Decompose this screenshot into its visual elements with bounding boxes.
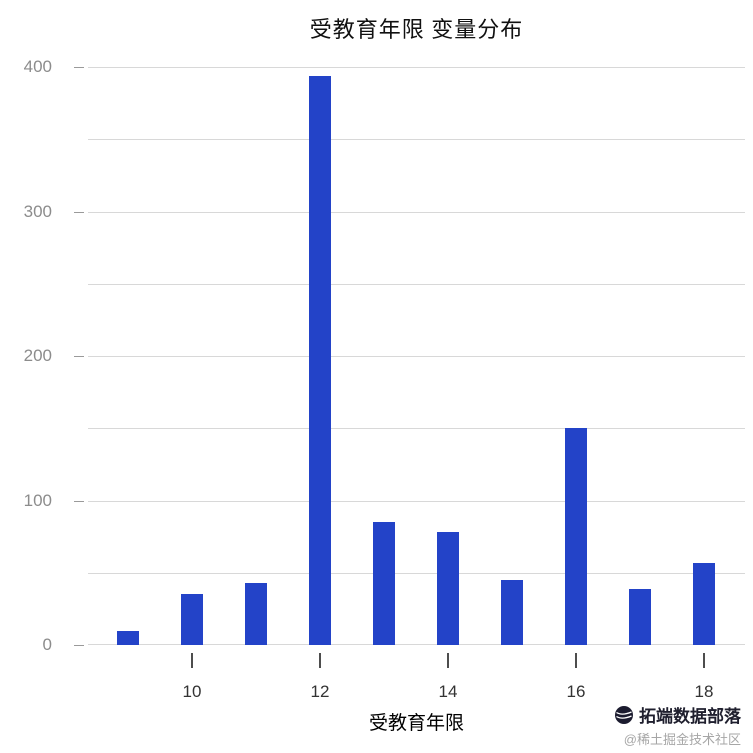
bar [629, 589, 651, 645]
x-tick-label: 14 [438, 682, 458, 701]
gridline [88, 139, 745, 140]
x-axis-tick [319, 653, 321, 668]
watermark: 拓端数据部落 @稀土掘金技术社区 [614, 702, 741, 748]
bar [245, 583, 267, 645]
gridline [88, 428, 745, 429]
plot-area [88, 67, 745, 645]
gridline [88, 284, 745, 285]
chart-title: 受教育年限 变量分布 [309, 17, 524, 42]
x-axis-tick [575, 653, 577, 668]
bar [437, 532, 459, 645]
x-tick-label: 18 [694, 682, 714, 701]
x-axis-title: 受教育年限 [368, 713, 464, 734]
gridline [88, 67, 745, 68]
y-tick-label: 300 [23, 202, 52, 221]
gridline [88, 212, 745, 213]
bar [373, 522, 395, 645]
gridline [88, 644, 745, 645]
brand-name: 拓端数据部落 [639, 707, 741, 726]
gridline [88, 356, 745, 357]
gridline [88, 501, 745, 502]
bar [309, 76, 331, 645]
x-tick-label: 10 [182, 682, 202, 701]
bar [693, 563, 715, 645]
y-axis-tick [74, 212, 84, 213]
x-axis-tick [447, 653, 449, 668]
brand-row: 拓端数据部落 [614, 702, 741, 727]
bar [117, 631, 139, 645]
x-axis-tick [703, 653, 705, 668]
brand-logo-icon [614, 705, 634, 725]
y-tick-label: 0 [42, 635, 52, 654]
x-tick-label: 12 [310, 682, 330, 701]
y-axis-tick [74, 67, 84, 68]
bar [181, 594, 203, 645]
y-axis-tick [74, 645, 84, 646]
bar [501, 580, 523, 645]
y-axis-tick [74, 356, 84, 357]
x-tick-label: 16 [566, 682, 586, 701]
y-tick-label: 200 [23, 346, 52, 365]
gridline [88, 573, 745, 574]
bar [565, 428, 587, 645]
community-handle: @稀土掘金技术社区 [623, 732, 741, 747]
y-tick-label: 400 [23, 57, 52, 76]
x-axis-tick [191, 653, 193, 668]
y-axis-tick [74, 501, 84, 502]
y-tick-label: 100 [23, 491, 52, 510]
